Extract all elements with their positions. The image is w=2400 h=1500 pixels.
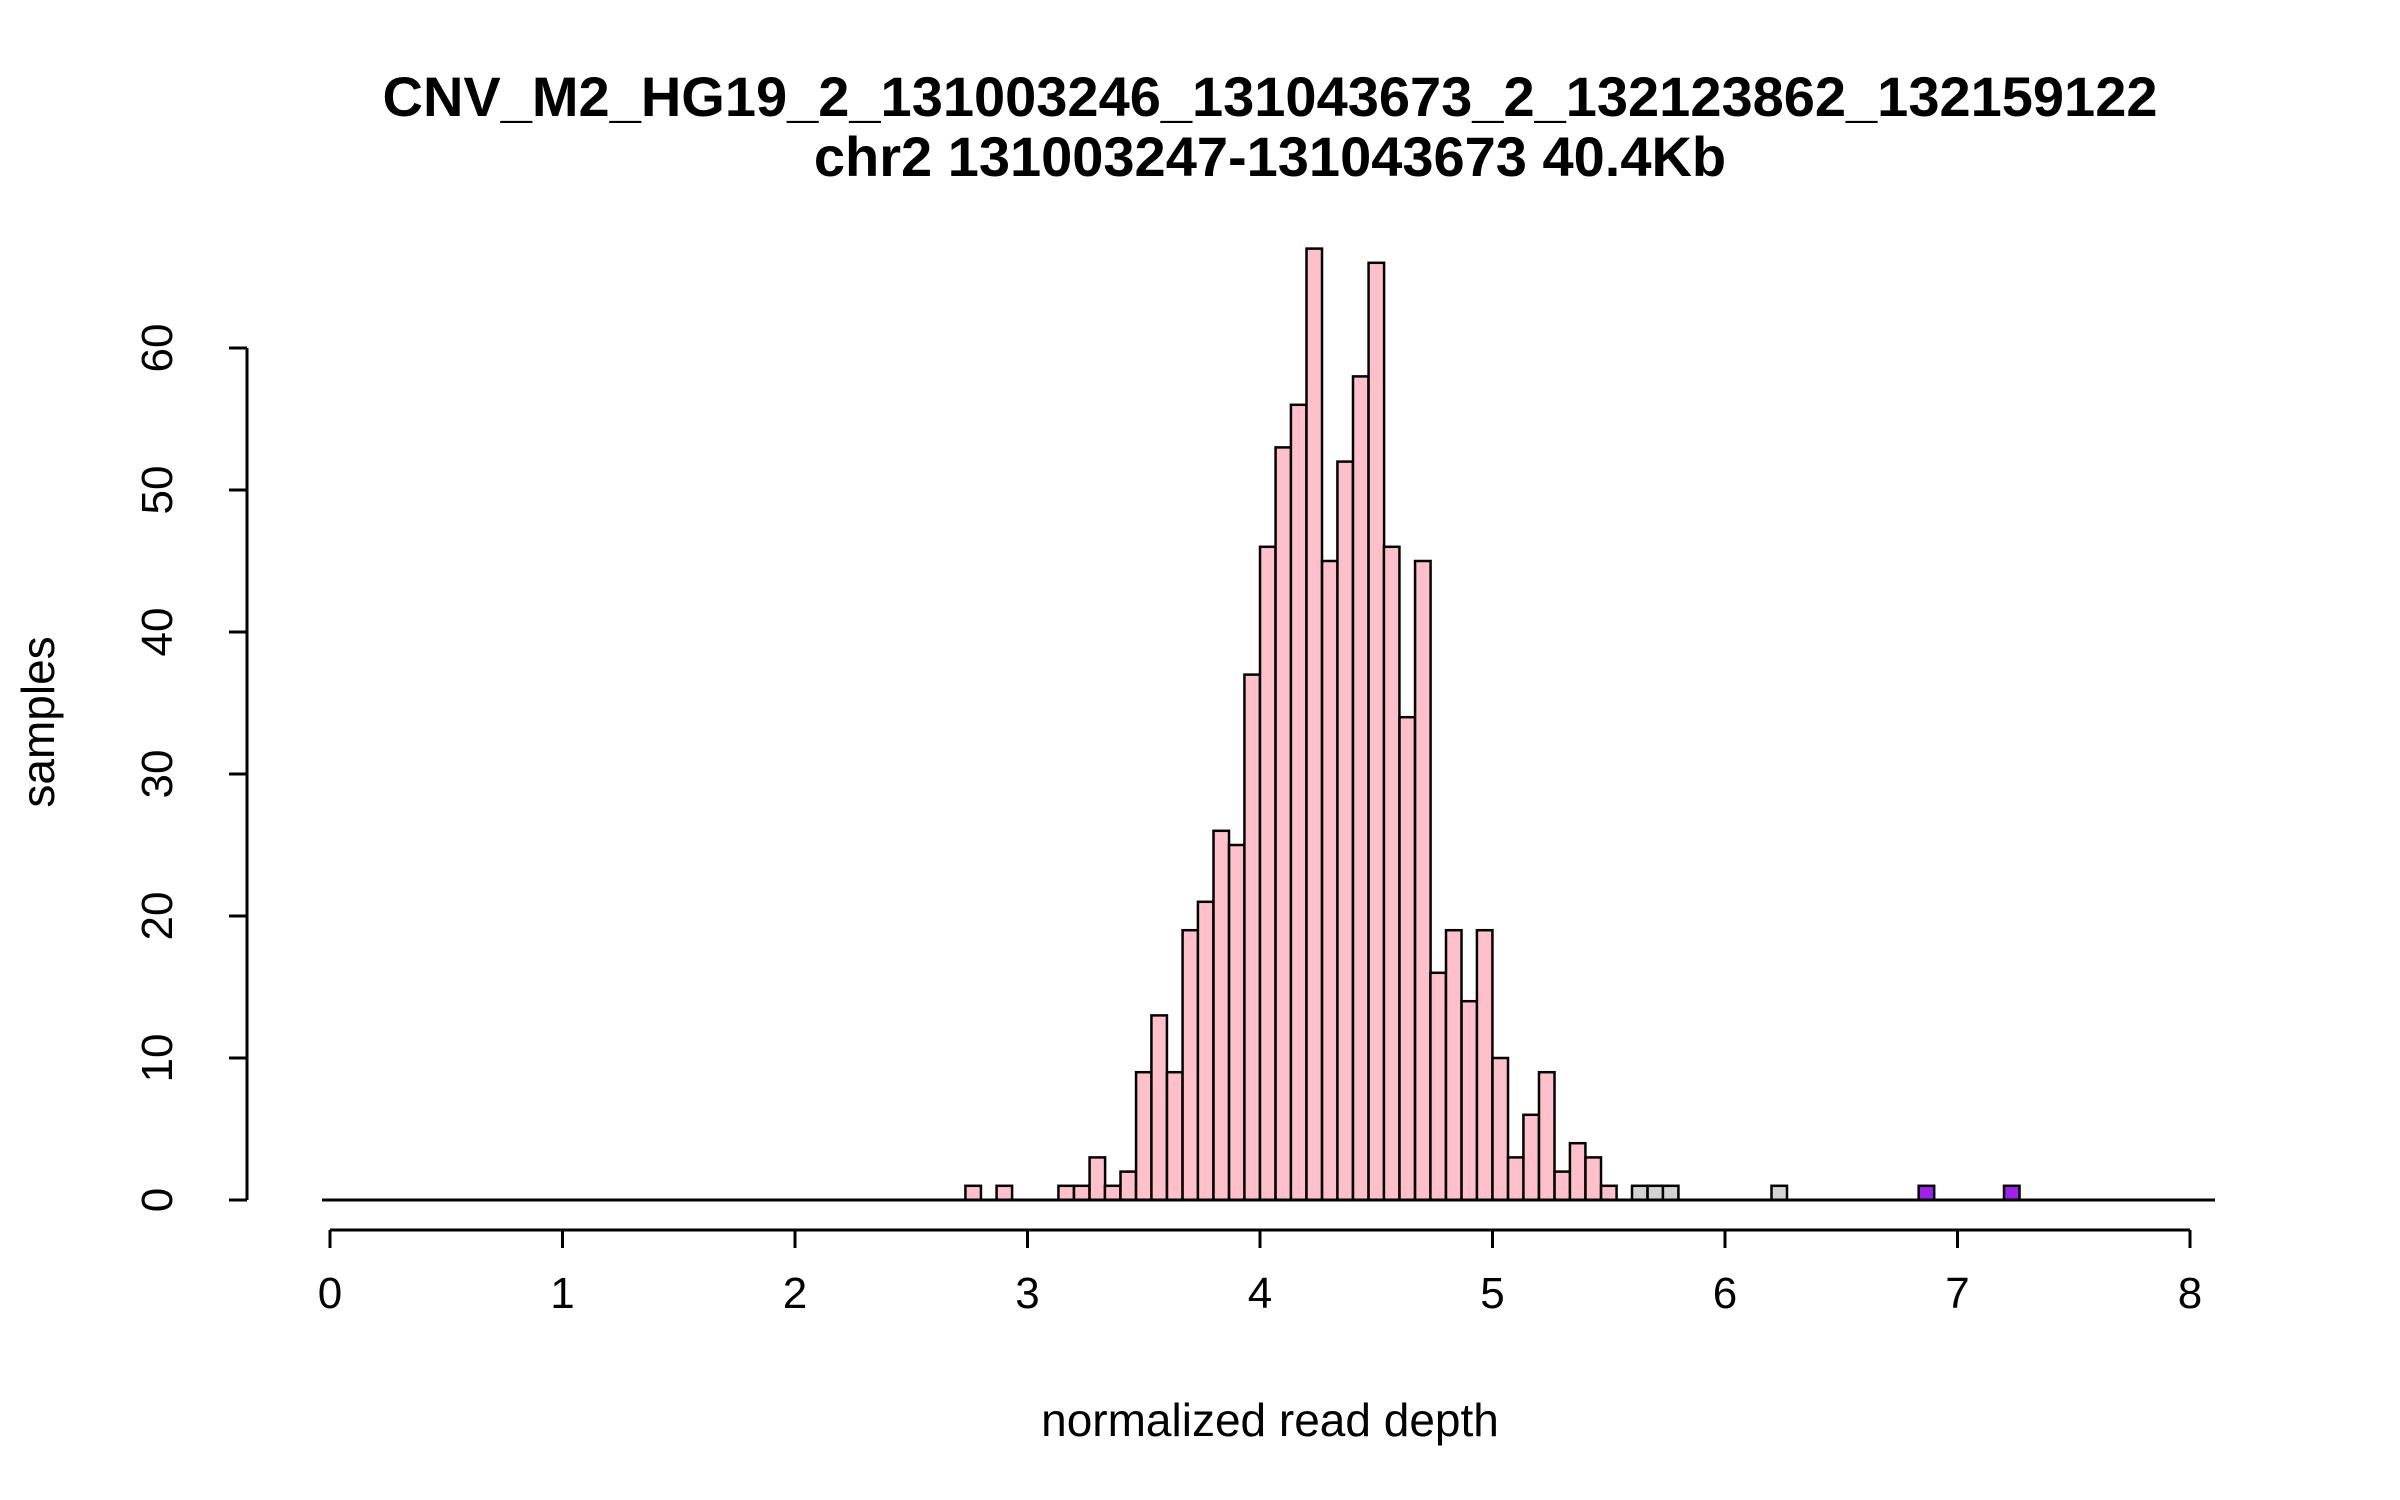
histogram-bar: [1072, 1184, 1091, 1202]
y-tick-label: 0: [133, 1188, 182, 1212]
histogram-bar: [1584, 1156, 1603, 1202]
y-tick-label: 30: [133, 750, 182, 799]
histogram-bar: [1661, 1184, 1680, 1202]
x-axis: 0 1 2 3 4 5 6 7 8: [318, 1228, 2202, 1318]
histogram-bar: [2002, 1184, 2021, 1202]
x-tick-label: 6: [1713, 1269, 1737, 1318]
histogram-bar: [1646, 1184, 1665, 1202]
histogram-bar: [1491, 1056, 1510, 1202]
histogram-bar: [1196, 900, 1215, 1202]
x-tick-label: 8: [2178, 1269, 2202, 1318]
histogram-bar: [1351, 375, 1370, 1202]
histogram-bar: [1227, 843, 1246, 1202]
y-axis: 0 10 20 30 40 50 60: [133, 324, 249, 1212]
histogram-bar: [1367, 261, 1386, 1202]
histogram-bar: [1243, 673, 1262, 1202]
histogram-bar: [1165, 1070, 1184, 1202]
histogram-bar: [1475, 928, 1494, 1202]
histogram-bar: [1522, 1113, 1541, 1202]
histogram-bar: [1305, 247, 1324, 1202]
chart-subtitle: chr2 131003247-131043673 40.4Kb: [814, 125, 1726, 188]
histogram-bar: [1289, 403, 1308, 1202]
histogram-bar: [1917, 1184, 1936, 1202]
histogram-bar: [1274, 446, 1293, 1202]
y-tick-label: 40: [133, 608, 182, 657]
x-tick-label: 2: [783, 1269, 807, 1318]
histogram-bar: [1537, 1070, 1556, 1202]
histogram-bar: [1150, 1014, 1169, 1202]
histogram-bar: [1568, 1141, 1587, 1202]
histogram-bar: [995, 1184, 1014, 1202]
x-tick-label: 4: [1248, 1269, 1272, 1318]
histogram-bar: [1057, 1184, 1076, 1202]
y-tick-label: 50: [133, 466, 182, 515]
histogram-bar: [1770, 1184, 1789, 1202]
chart-title: CNV_M2_HG19_2_131003246_131043673_2_1321…: [383, 65, 2158, 128]
x-tick-label: 1: [550, 1269, 574, 1318]
histogram-bar: [1258, 545, 1277, 1202]
histogram-bar: [1506, 1156, 1525, 1202]
x-tick-label: 3: [1015, 1269, 1039, 1318]
x-tick-label: 0: [318, 1269, 342, 1318]
histogram-bar: [1398, 715, 1417, 1202]
histogram-bar: [1336, 460, 1355, 1202]
histogram-bar: [964, 1184, 983, 1202]
y-axis-label: samples: [12, 636, 64, 807]
histogram-bar: [1134, 1070, 1153, 1202]
histogram-bar: [1413, 559, 1432, 1202]
histogram-bar: [1119, 1170, 1138, 1202]
histogram-bar: [1460, 999, 1479, 1202]
histogram-bar: [1320, 559, 1339, 1202]
x-tick-label: 7: [1945, 1269, 1969, 1318]
y-tick-label: 20: [133, 892, 182, 941]
histogram-bar: [1103, 1184, 1122, 1202]
histogram-bar: [1382, 545, 1401, 1202]
histogram-bar: [1181, 928, 1200, 1202]
x-axis-label: normalized read depth: [1041, 1394, 1499, 1446]
x-tick-label: 5: [1480, 1269, 1504, 1318]
histogram-bar: [1444, 928, 1463, 1202]
y-tick-label: 10: [133, 1034, 182, 1083]
histogram-bar: [1553, 1170, 1572, 1202]
histogram-bar: [1599, 1184, 1618, 1202]
histogram-bar: [1429, 971, 1448, 1202]
histogram-bar: [1088, 1156, 1107, 1202]
histogram-bar: [1630, 1184, 1649, 1202]
histogram-bar: [1212, 829, 1231, 1202]
histogram-bars: [322, 247, 2215, 1202]
y-tick-label: 60: [133, 324, 182, 373]
